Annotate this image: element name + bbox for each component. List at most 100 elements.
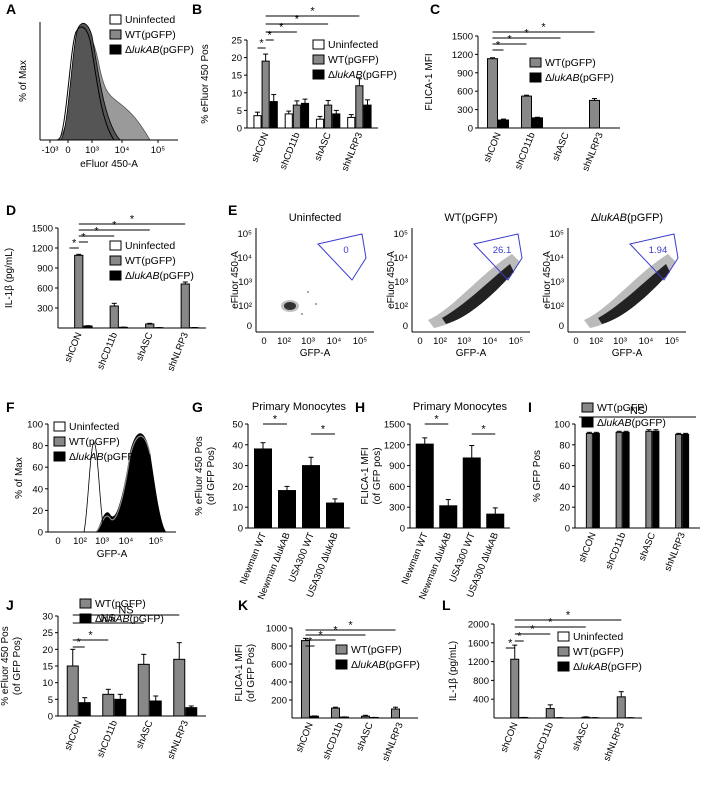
bar-B-3-0 — [347, 116, 356, 129]
y-axis-label-J: % eFluor 450 Pos(of GFP Pos) — [0, 626, 23, 706]
bar-H-3-0 — [486, 513, 505, 529]
y-tick-label-F: 40 — [32, 484, 43, 495]
flow-y-tick-label-1: 0 — [403, 321, 408, 332]
bar-B-1-0 — [284, 113, 293, 129]
x-tick-label-K: shCD11b — [321, 721, 346, 761]
flow-plot-title-0: Uninfected — [289, 212, 342, 224]
legend-swatch-I-0 — [581, 402, 594, 413]
y-tick-label-C: 900 — [457, 68, 473, 79]
y-tick-label-H: 600 — [389, 482, 405, 493]
flow-x-axis-label-0: GFP-A — [300, 348, 331, 359]
significance-mark-J: NS — [118, 605, 133, 617]
significance-mark-J: * — [88, 630, 93, 642]
x-tick-label-C: shASC — [551, 131, 572, 163]
y-tick-label-B: 10 — [231, 88, 242, 99]
flow-density-core-2 — [598, 264, 670, 324]
y-tick-label-I: 80 — [559, 440, 570, 451]
flow-event-dot — [307, 291, 309, 293]
x-axis-label-A: eFluor 450-A — [80, 159, 138, 170]
significance-mark-B: * — [279, 22, 284, 34]
flow-y-tick-label-0: 10² — [238, 301, 252, 312]
chart-title-G: Primary Monocytes — [252, 401, 347, 413]
y-tick-label-L: 1600 — [468, 638, 489, 649]
x-axis-label-F: GFP-A — [97, 549, 128, 560]
flow-x-tick-label-2: 10² — [589, 336, 603, 347]
x-tick-label-F: 10⁵ — [149, 536, 164, 547]
y-tick-label-B: 15 — [231, 71, 242, 82]
x-tick-label-F: 10³ — [95, 536, 109, 547]
x-tick-label-A: 10⁴ — [115, 145, 130, 156]
legend-label-D-0: Uninfected — [125, 240, 175, 252]
significance-mark-G: * — [321, 424, 326, 436]
x-tick-label-D: shASC — [134, 331, 155, 363]
legend-label-D-2: ΔlukAB(pGFP) — [125, 270, 194, 282]
flow-x-axis-label-2: GFP-A — [612, 348, 643, 359]
significance-mark-D: * — [81, 232, 86, 244]
legend-swatch-K-1 — [335, 659, 348, 670]
flow-x-tick-label-0: 10⁴ — [327, 336, 342, 347]
bar-J-1-0 — [102, 693, 115, 717]
y-axis-label-B: % eFluor 450 Pos — [200, 44, 211, 124]
y-tick-label-H: 900 — [389, 461, 405, 472]
x-tick-label-D: shNLRP3 — [166, 331, 191, 373]
panel-C: C 0 300 600 900 1200 1500 FLICA-1 MFI shCON shCD1… — [424, 1, 620, 173]
legend-swatch-I-1 — [581, 417, 594, 428]
y-tick-label-G: 50 — [232, 420, 243, 431]
y-tick-label-D: 1500 — [32, 224, 53, 235]
x-tick-label-J: shCD11b — [95, 719, 120, 759]
legend-label-F-2: ΔlukAB(pGFP) — [69, 451, 138, 463]
bar-I-3-1 — [682, 433, 690, 529]
significance-mark-B: * — [259, 38, 264, 50]
y-tick-label-H: 1500 — [384, 420, 405, 431]
x-tick-label-B: shCON — [250, 131, 272, 164]
x-tick-label-J: shASC — [134, 719, 155, 751]
bar-J-0-1 — [78, 702, 91, 717]
x-tick-label-B: shCD11b — [278, 131, 303, 171]
y-tick-label-I: 40 — [559, 482, 570, 493]
significance-mark-C: * — [524, 28, 529, 40]
bar-G-3-0 — [326, 502, 344, 529]
x-tick-label-K: shASC — [355, 721, 376, 753]
bar-I-0-0 — [585, 432, 593, 529]
y-tick-label-I: 60 — [559, 461, 570, 472]
flow-x-tick-label-0: 10⁵ — [353, 336, 368, 347]
flow-y-tick-label-1: 10³ — [394, 277, 408, 288]
x-tick-label-C: shNLRP3 — [580, 131, 605, 173]
histogram-series-dlukab — [59, 22, 121, 141]
flow-gate-0 — [317, 233, 367, 281]
flow-x-tick-label-2: 10⁴ — [639, 336, 654, 347]
significance-mark-K: * — [308, 636, 313, 648]
bar-J-0-0 — [66, 665, 79, 717]
bar-B-1-1 — [292, 104, 301, 129]
panel-J: J 0 5 10 15 20 25 30 % eFluor 450 Pos(of GFP Pos… — [0, 597, 206, 761]
y-tick-label-B: 0 — [237, 124, 242, 135]
flow-x-tick-label-1: 10³ — [457, 336, 471, 347]
legend-swatch-C-1 — [529, 72, 542, 83]
significance-mark-L: * — [517, 631, 522, 643]
histogram-series-wt — [95, 435, 151, 533]
significance-mark-G: * — [273, 414, 278, 426]
bar-K-1-0 — [331, 707, 340, 719]
panel-label-A: A — [6, 1, 16, 17]
significance-mark-C: * — [496, 40, 501, 52]
panel-I: I 0 20 40 60 80 100 % GFP Pos shCON shCD11b shASC s… — [528, 399, 700, 573]
y-axis-label-E2: eFluor 450-A — [542, 251, 553, 309]
x-tick-label-L: shCD11b — [531, 721, 556, 761]
significance-mark-L: * — [530, 624, 535, 636]
x-tick-label-I: shCON — [577, 531, 599, 564]
flow-x-tick-label-1: 0 — [417, 336, 422, 347]
legend-label-F-0: Uninfected — [69, 421, 119, 433]
panel-label-G: G — [192, 399, 203, 415]
panel-L: L 400 800 1200 1600 2000 IL-1β (pg/mL) shCON shC… — [442, 597, 642, 763]
flow-density-outer-1 — [428, 254, 520, 328]
x-tick-label-A: -10³ — [42, 145, 59, 156]
y-tick-label-G: 20 — [232, 482, 243, 493]
significance-mark-J: * — [77, 637, 82, 649]
y-tick-label-G: 10 — [232, 503, 243, 514]
bar-H-1-0 — [439, 505, 458, 529]
x-tick-label-I: shCD11b — [604, 531, 629, 571]
flow-y-tick-label-1: 10⁴ — [393, 253, 408, 264]
bar-B-3-1 — [355, 85, 364, 129]
legend-label-L-2: ΔlukAB(pGFP) — [573, 661, 642, 673]
bar-D-0-1 — [74, 254, 84, 329]
